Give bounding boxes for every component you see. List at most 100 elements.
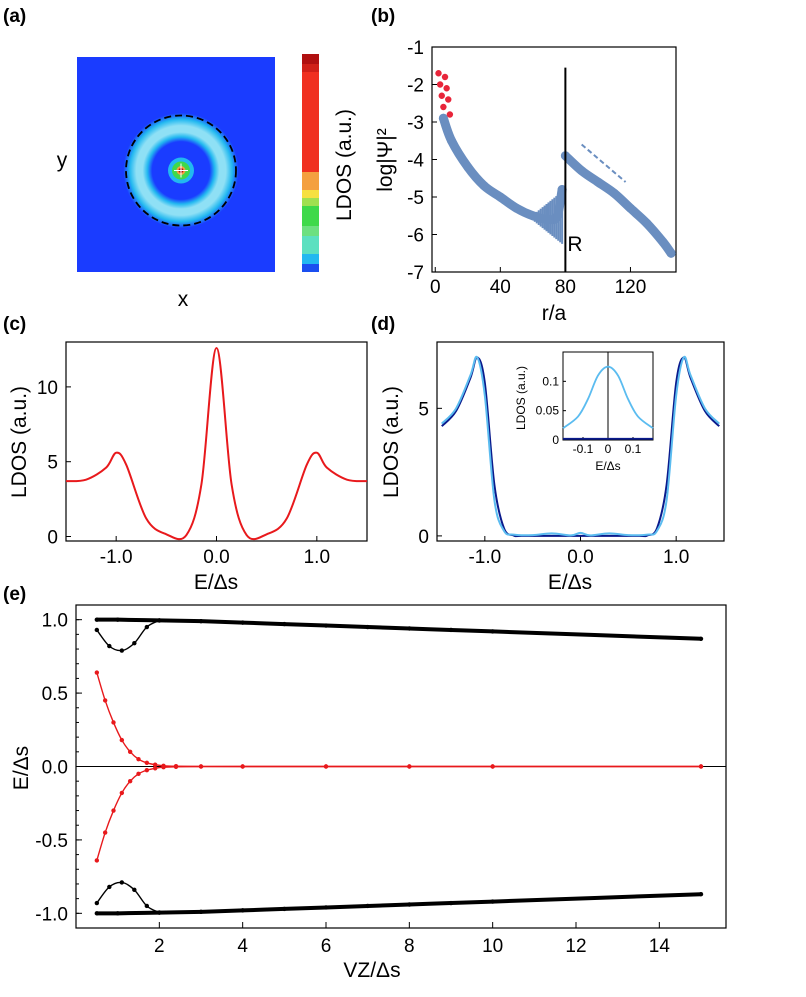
colorbar-segment bbox=[302, 172, 319, 190]
d-inset-ylabel: LDOS (a.u.) bbox=[514, 366, 528, 430]
e-series-line bbox=[96, 892, 702, 916]
b-point-blue bbox=[593, 177, 603, 187]
e-ylabel: E/Δs bbox=[10, 746, 33, 790]
b-ytick-label: -5 bbox=[407, 188, 424, 209]
e-xtick-label: 2 bbox=[154, 936, 165, 957]
c-ytick-label: 0 bbox=[47, 528, 58, 549]
d-inset-xtick-label: 0.1 bbox=[625, 442, 642, 456]
e-series-point bbox=[115, 617, 120, 622]
e-ytick-label: -1.0 bbox=[35, 904, 68, 925]
e-series-point bbox=[282, 906, 287, 912]
b-point-blue bbox=[463, 162, 473, 172]
e-series-point bbox=[132, 640, 137, 646]
e-series-point bbox=[144, 767, 150, 773]
b-point-blue bbox=[609, 188, 619, 198]
e-xtick-label: 6 bbox=[321, 936, 332, 957]
e-series-point bbox=[127, 778, 133, 784]
b-point-red bbox=[446, 111, 454, 118]
e-series-point bbox=[448, 627, 454, 633]
b-point-red bbox=[440, 103, 447, 111]
e-series-point bbox=[144, 903, 150, 909]
e-series-point bbox=[132, 887, 137, 893]
e-series-point bbox=[119, 648, 125, 653]
e-series-point bbox=[119, 880, 125, 885]
colorbar-segment bbox=[302, 254, 319, 264]
panel-label-e: (e) bbox=[3, 584, 26, 605]
b-ytick-label: -7 bbox=[407, 263, 424, 284]
e-series-point bbox=[152, 762, 158, 767]
d-inset-xlabel: E/Δs bbox=[595, 459, 620, 473]
e-series-point bbox=[144, 760, 150, 766]
d-ylabel: LDOS (a.u.) bbox=[380, 386, 403, 498]
e-series-point bbox=[490, 629, 495, 634]
heatmap-dashed-circle bbox=[125, 114, 237, 227]
c-ylabel: LDOS (a.u.) bbox=[8, 386, 31, 498]
b-point-red bbox=[443, 85, 450, 92]
e-series-point bbox=[490, 764, 495, 769]
panel-label-a: (a) bbox=[3, 6, 26, 27]
b-point-blue bbox=[557, 185, 567, 194]
b-point-red bbox=[438, 92, 445, 99]
c-xtick-label: 1.0 bbox=[304, 547, 330, 568]
colorbar-segment bbox=[302, 198, 319, 206]
b-point-blue bbox=[479, 181, 489, 191]
colorbar-segment bbox=[302, 72, 319, 172]
b-xtick-label: 120 bbox=[615, 277, 647, 298]
b-ylabel: log|Ψ|² bbox=[374, 128, 397, 191]
colorbar-segment bbox=[302, 264, 319, 272]
d-inset-xtick-label: 0 bbox=[605, 442, 612, 456]
c-series-line bbox=[65, 346, 368, 541]
e-series-point bbox=[407, 764, 412, 769]
d-xlabel: E/Δs bbox=[548, 571, 592, 594]
e-series-point bbox=[407, 626, 412, 631]
e-series-point bbox=[198, 618, 204, 624]
e-series-line bbox=[96, 617, 702, 641]
colorbar-segment bbox=[302, 226, 319, 236]
b-ytick-label: -2 bbox=[407, 76, 424, 97]
e-series-point bbox=[94, 627, 100, 633]
colorbar-label: LDOS (a.u.) bbox=[333, 109, 356, 221]
b-xtick-label: 40 bbox=[490, 277, 511, 298]
b-point-blue bbox=[666, 248, 676, 258]
e-ytick-label: -0.5 bbox=[35, 831, 68, 852]
heatmap-ylabel: y bbox=[57, 149, 68, 172]
b-ytick-label: -1 bbox=[407, 38, 424, 59]
e-series-point bbox=[107, 884, 112, 890]
e-series-point bbox=[490, 899, 495, 904]
d-series-line bbox=[441, 355, 720, 537]
e-series-point bbox=[365, 624, 370, 630]
e-series-point bbox=[161, 765, 166, 770]
e-series-point bbox=[282, 621, 287, 627]
e-series-point bbox=[448, 900, 454, 906]
e-series-point bbox=[136, 771, 141, 777]
d-inset-ytick-label: 0 bbox=[552, 433, 559, 447]
b-point-blue bbox=[447, 136, 457, 146]
e-series-point bbox=[698, 636, 704, 641]
d-inset-ytick-label: 0.05 bbox=[536, 404, 560, 418]
e-series-point bbox=[698, 892, 704, 897]
e-ytick-label: 0.5 bbox=[42, 684, 68, 705]
e-series-point bbox=[198, 909, 204, 915]
e-series-point bbox=[107, 643, 112, 649]
e-series-point bbox=[115, 911, 120, 916]
b-point-blue bbox=[642, 218, 652, 228]
b-point-blue bbox=[625, 203, 635, 213]
e-series-point bbox=[102, 698, 108, 703]
e-series-line bbox=[96, 619, 160, 652]
e-series-point bbox=[323, 905, 329, 910]
e-series-line bbox=[96, 672, 701, 768]
d-ytick-label: 0 bbox=[418, 527, 429, 548]
e-series-point bbox=[407, 902, 412, 907]
e-series-line bbox=[96, 881, 160, 914]
b-xtick-label: 80 bbox=[555, 277, 576, 298]
e-ytick-label: 1.0 bbox=[42, 611, 68, 632]
e-series-point bbox=[240, 620, 245, 625]
c-xtick-label: 0.0 bbox=[203, 547, 229, 568]
panel-b-frame bbox=[431, 46, 677, 273]
e-series-point bbox=[94, 900, 100, 906]
e-series-point bbox=[198, 764, 204, 769]
b-point-red bbox=[436, 81, 444, 88]
b-ytick-label: -3 bbox=[407, 113, 424, 134]
e-series-point bbox=[157, 910, 162, 915]
b-ytick-label: -4 bbox=[407, 151, 424, 172]
